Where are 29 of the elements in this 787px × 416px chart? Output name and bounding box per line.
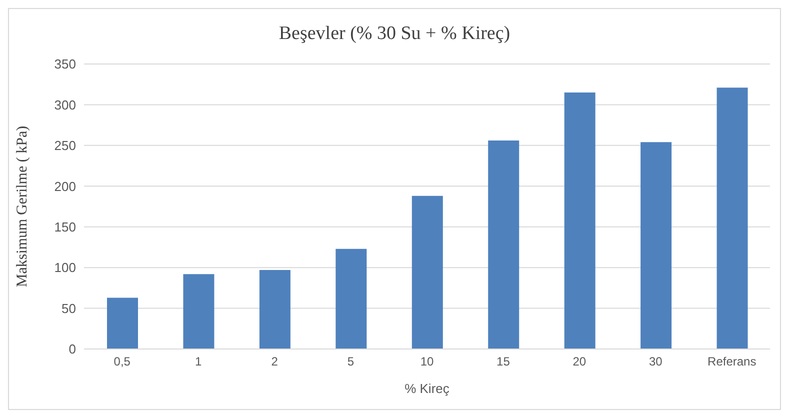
x-tick-label: 10 bbox=[420, 354, 434, 369]
x-tick-label: 2 bbox=[271, 354, 278, 369]
bar bbox=[564, 92, 596, 349]
y-tick-label: 300 bbox=[54, 97, 76, 112]
x-tick-label: Referans bbox=[708, 354, 756, 369]
y-tick-label: 150 bbox=[54, 219, 76, 234]
x-axis-title: % Kireç bbox=[404, 381, 450, 396]
bar bbox=[336, 248, 367, 349]
y-tick-label: 0 bbox=[68, 342, 76, 357]
y-tick-label: 250 bbox=[54, 138, 76, 154]
bar bbox=[107, 298, 138, 349]
bar bbox=[412, 196, 443, 349]
x-tick-label: 20 bbox=[572, 354, 586, 369]
x-tick-label: 0,5 bbox=[114, 354, 131, 369]
y-tick-label: 200 bbox=[54, 178, 76, 194]
y-tick-label: 100 bbox=[54, 260, 76, 276]
x-tick-label: 15 bbox=[496, 354, 510, 369]
bar bbox=[640, 142, 672, 349]
x-tick-label: 5 bbox=[347, 354, 354, 369]
y-tick-label: 50 bbox=[62, 300, 76, 316]
y-tick-label: 350 bbox=[54, 56, 76, 72]
bar bbox=[716, 88, 748, 349]
bar bbox=[488, 140, 520, 349]
y-axis-title: Maksimum Gerilme ( kPa) bbox=[14, 126, 30, 288]
chart-title: Beşevler (% 30 Su + % Kireç) bbox=[278, 23, 512, 45]
x-tick-label: 1 bbox=[194, 354, 202, 369]
bar bbox=[183, 274, 214, 349]
bar bbox=[259, 270, 290, 349]
x-tick-label: 30 bbox=[648, 354, 663, 369]
